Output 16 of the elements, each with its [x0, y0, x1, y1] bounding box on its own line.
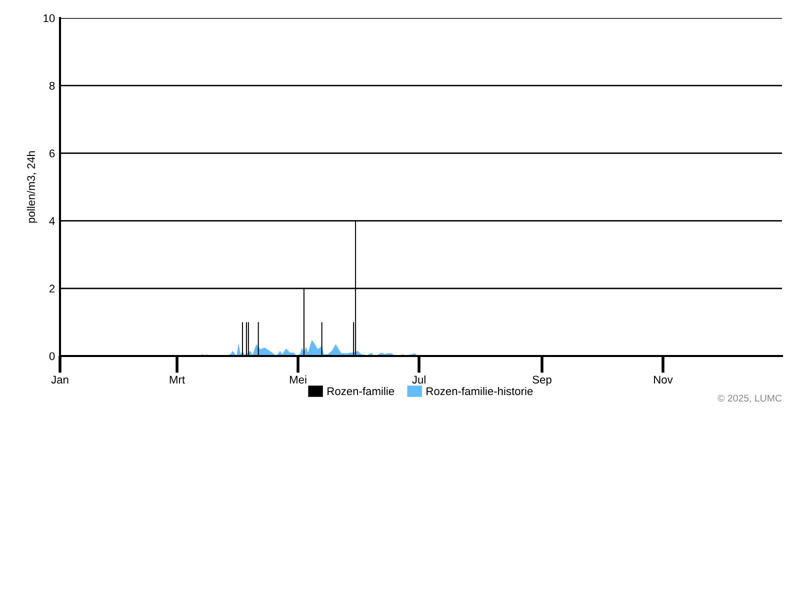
- y-tick-label: 4: [49, 217, 55, 225]
- y-tick-label: 2: [50, 284, 55, 292]
- x-tick-label: Sep: [532, 376, 552, 386]
- y-tick-label: 10: [44, 14, 55, 22]
- x-tick-label: Mei: [290, 375, 306, 384]
- x-tick-label: Nov: [654, 376, 673, 384]
- y-tick-label: 6: [50, 149, 55, 158]
- legend-label: Rozen-familie: [328, 386, 394, 396]
- x-tick-label: Mrt: [170, 376, 185, 384]
- x-tick-label: Jan: [51, 376, 68, 384]
- y-tick-label: 8: [49, 82, 55, 90]
- text: © 2025, LUMC: [718, 394, 782, 403]
- x-tick-label: Jul: [412, 375, 426, 384]
- y-axis-title: pollen/m3, 24h: [26, 151, 38, 223]
- y-tick-label: 0: [49, 352, 55, 360]
- legend-label: Rozen-familie-historie: [426, 386, 533, 396]
